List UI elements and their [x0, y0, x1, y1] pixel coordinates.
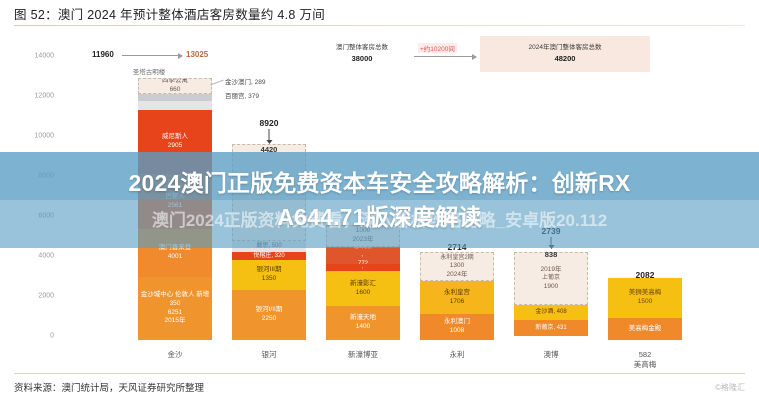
segment-shangpujing: 2019年 上葡京 1900 — [514, 252, 588, 305]
segment-yonglihuanggong: 永利皇宫 1706 — [420, 281, 494, 314]
segment-mopsi: 摩珀斯, 772 — [326, 247, 400, 264]
x-label-yongli: 永利 — [449, 350, 465, 359]
y-tick-0: 0 — [50, 332, 54, 340]
segment-yongliaomen: 永利澳门 1008 — [420, 314, 494, 340]
segment-meishimeigaomei: 美狮美高梅 1500 — [608, 278, 682, 318]
delta-yinhe: 4420 — [260, 145, 278, 154]
summary-right-label: 2024年澳门整体客房总数 — [528, 43, 602, 51]
segment-jinshachengzhongxin: 金沙城中心 伦敦人 新增350 6251 2015年 — [138, 277, 212, 340]
segment-jinshaaomen — [138, 94, 212, 101]
value-meigaomeijindian: 582 — [638, 350, 652, 359]
footer-divider — [14, 373, 745, 374]
y-tick-14000: 14000 — [34, 52, 54, 60]
segment-bailigong — [138, 101, 212, 110]
source-note: 资料来源：澳门统计局，天风证券研究所整理 — [14, 383, 205, 394]
segment-xinpujing: 新葡京, 431 — [514, 320, 588, 336]
overlay-title-line1: 2024澳门正版免费资本车安全攻略解析：创新RX — [128, 170, 631, 196]
segment-xinhaofeng: 新濠锋, 219 — [326, 264, 400, 271]
summary-right-value: 48200 — [554, 54, 576, 64]
x-label-aobo: 澳博 — [543, 350, 559, 359]
y-tick-12000: 12000 — [34, 92, 54, 100]
x-label-xinhaoboya: 新濠博亚 — [348, 350, 378, 359]
segment-xinhaotiandi: 新濠天地 1400 — [326, 306, 400, 340]
segment-jinshajiu: 金沙酒, 408 — [514, 305, 588, 320]
overlay-title-line2: A644.71版深度解读 — [277, 204, 482, 230]
segment-yonglihuanggong2: 永利皇宫2期 1300 2024年 — [420, 252, 494, 281]
segment-sijigongyu: 四季公寓 660 — [138, 78, 212, 94]
y-tick-10000: 10000 — [34, 132, 54, 140]
x-label-meigaomei: 美高梅 — [633, 360, 657, 369]
segment-yinhe12: 银河I/II期 2250 — [232, 290, 306, 340]
segment-yuerongzhuang: 悦榕庄, 320 — [232, 252, 306, 260]
summary-right-box: 2024年澳门整体客房总数 48200 — [480, 36, 650, 72]
y-tick-2000: 2000 — [38, 292, 54, 300]
side-note-bailigong: 百丽宫, 379 — [225, 93, 259, 100]
overlay-band-upper — [0, 152, 759, 200]
overlay-band-lower — [0, 200, 759, 248]
side-line-jinshaaomen — [210, 79, 224, 86]
x-label-yinhe: 银河 — [261, 350, 277, 359]
peak-future-value: 13025 — [186, 50, 209, 59]
peak-connector — [122, 52, 183, 59]
summary-left-value: 38000 — [351, 54, 373, 64]
credit-watermark: ©格隆汇 — [715, 383, 745, 392]
x-label-jinsha: 金沙 — [167, 350, 183, 359]
summary-arrow-label: +约10200间 — [418, 43, 457, 53]
side-note-jinshaaomen: 金沙澳门, 289 — [225, 79, 266, 86]
summary-arrow — [414, 53, 477, 60]
segment-xinhaoyinghui: 新濠影汇 1600 — [326, 271, 400, 306]
total-yinhe: 8920 — [259, 118, 279, 128]
summary-left-box: 澳门整体客房总数 38000 — [314, 38, 410, 70]
arrow-yinhe — [266, 129, 272, 144]
delta-aobo: 838 — [544, 250, 558, 259]
page-title: 图 52：澳门 2024 年预计整体酒店客房数量约 4.8 万间 — [14, 8, 326, 22]
peak-note: 圣塔古明楼 — [132, 69, 166, 76]
segment-meigaomeijindian: 美高梅金殿 — [608, 318, 682, 340]
overlay-watermark: 澳门2024正版资料免费看，深入解析攻略秘略_安卓版20.112 — [151, 211, 608, 230]
total-meigaomei: 2082 — [635, 270, 655, 280]
summary-left-label: 澳门整体客房总数 — [336, 43, 388, 51]
peak-base-value: 11960 — [92, 50, 114, 59]
title-divider — [14, 25, 745, 26]
segment-yinhe3: 银河III期 1350 — [232, 260, 306, 290]
y-tick-4000: 4000 — [38, 252, 54, 260]
